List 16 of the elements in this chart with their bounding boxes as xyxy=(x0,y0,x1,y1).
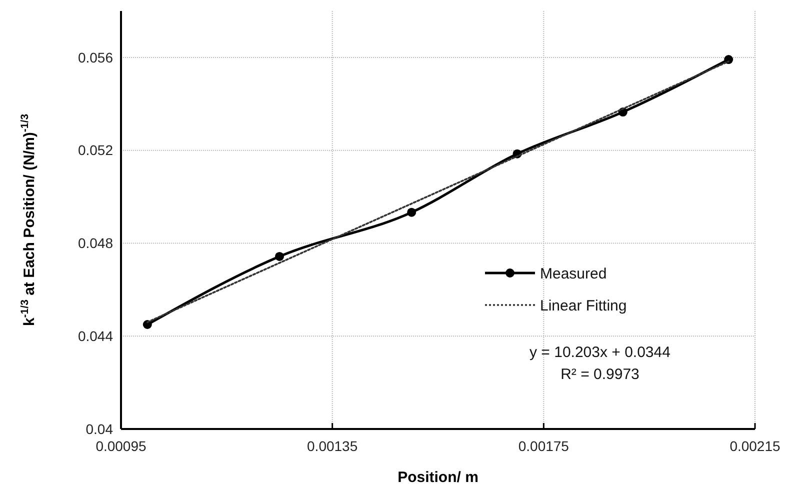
annotation: R² = 0.9973 xyxy=(560,366,640,383)
y-tick-label: 0.056 xyxy=(78,49,114,66)
y-tick-label: 0.048 xyxy=(78,235,114,252)
y-tick-label: 0.044 xyxy=(78,328,114,344)
x-tick-label: 0.00215 xyxy=(730,438,781,454)
x-tick-label: 0.00175 xyxy=(518,438,570,454)
x-tick-label: 0.00095 xyxy=(96,438,147,454)
legend-label: Measured xyxy=(540,265,607,282)
legend-label: Linear Fitting xyxy=(540,297,627,314)
point xyxy=(407,208,416,217)
x-axis-title: Position/ m xyxy=(398,469,478,486)
annotation: y = 10.203x + 0.0344 xyxy=(530,344,670,361)
point xyxy=(275,252,284,261)
x-tick-label: 0.00135 xyxy=(307,438,358,454)
y-tick-label: 0.04 xyxy=(86,420,114,437)
y-tick-label: 0.052 xyxy=(78,142,114,158)
